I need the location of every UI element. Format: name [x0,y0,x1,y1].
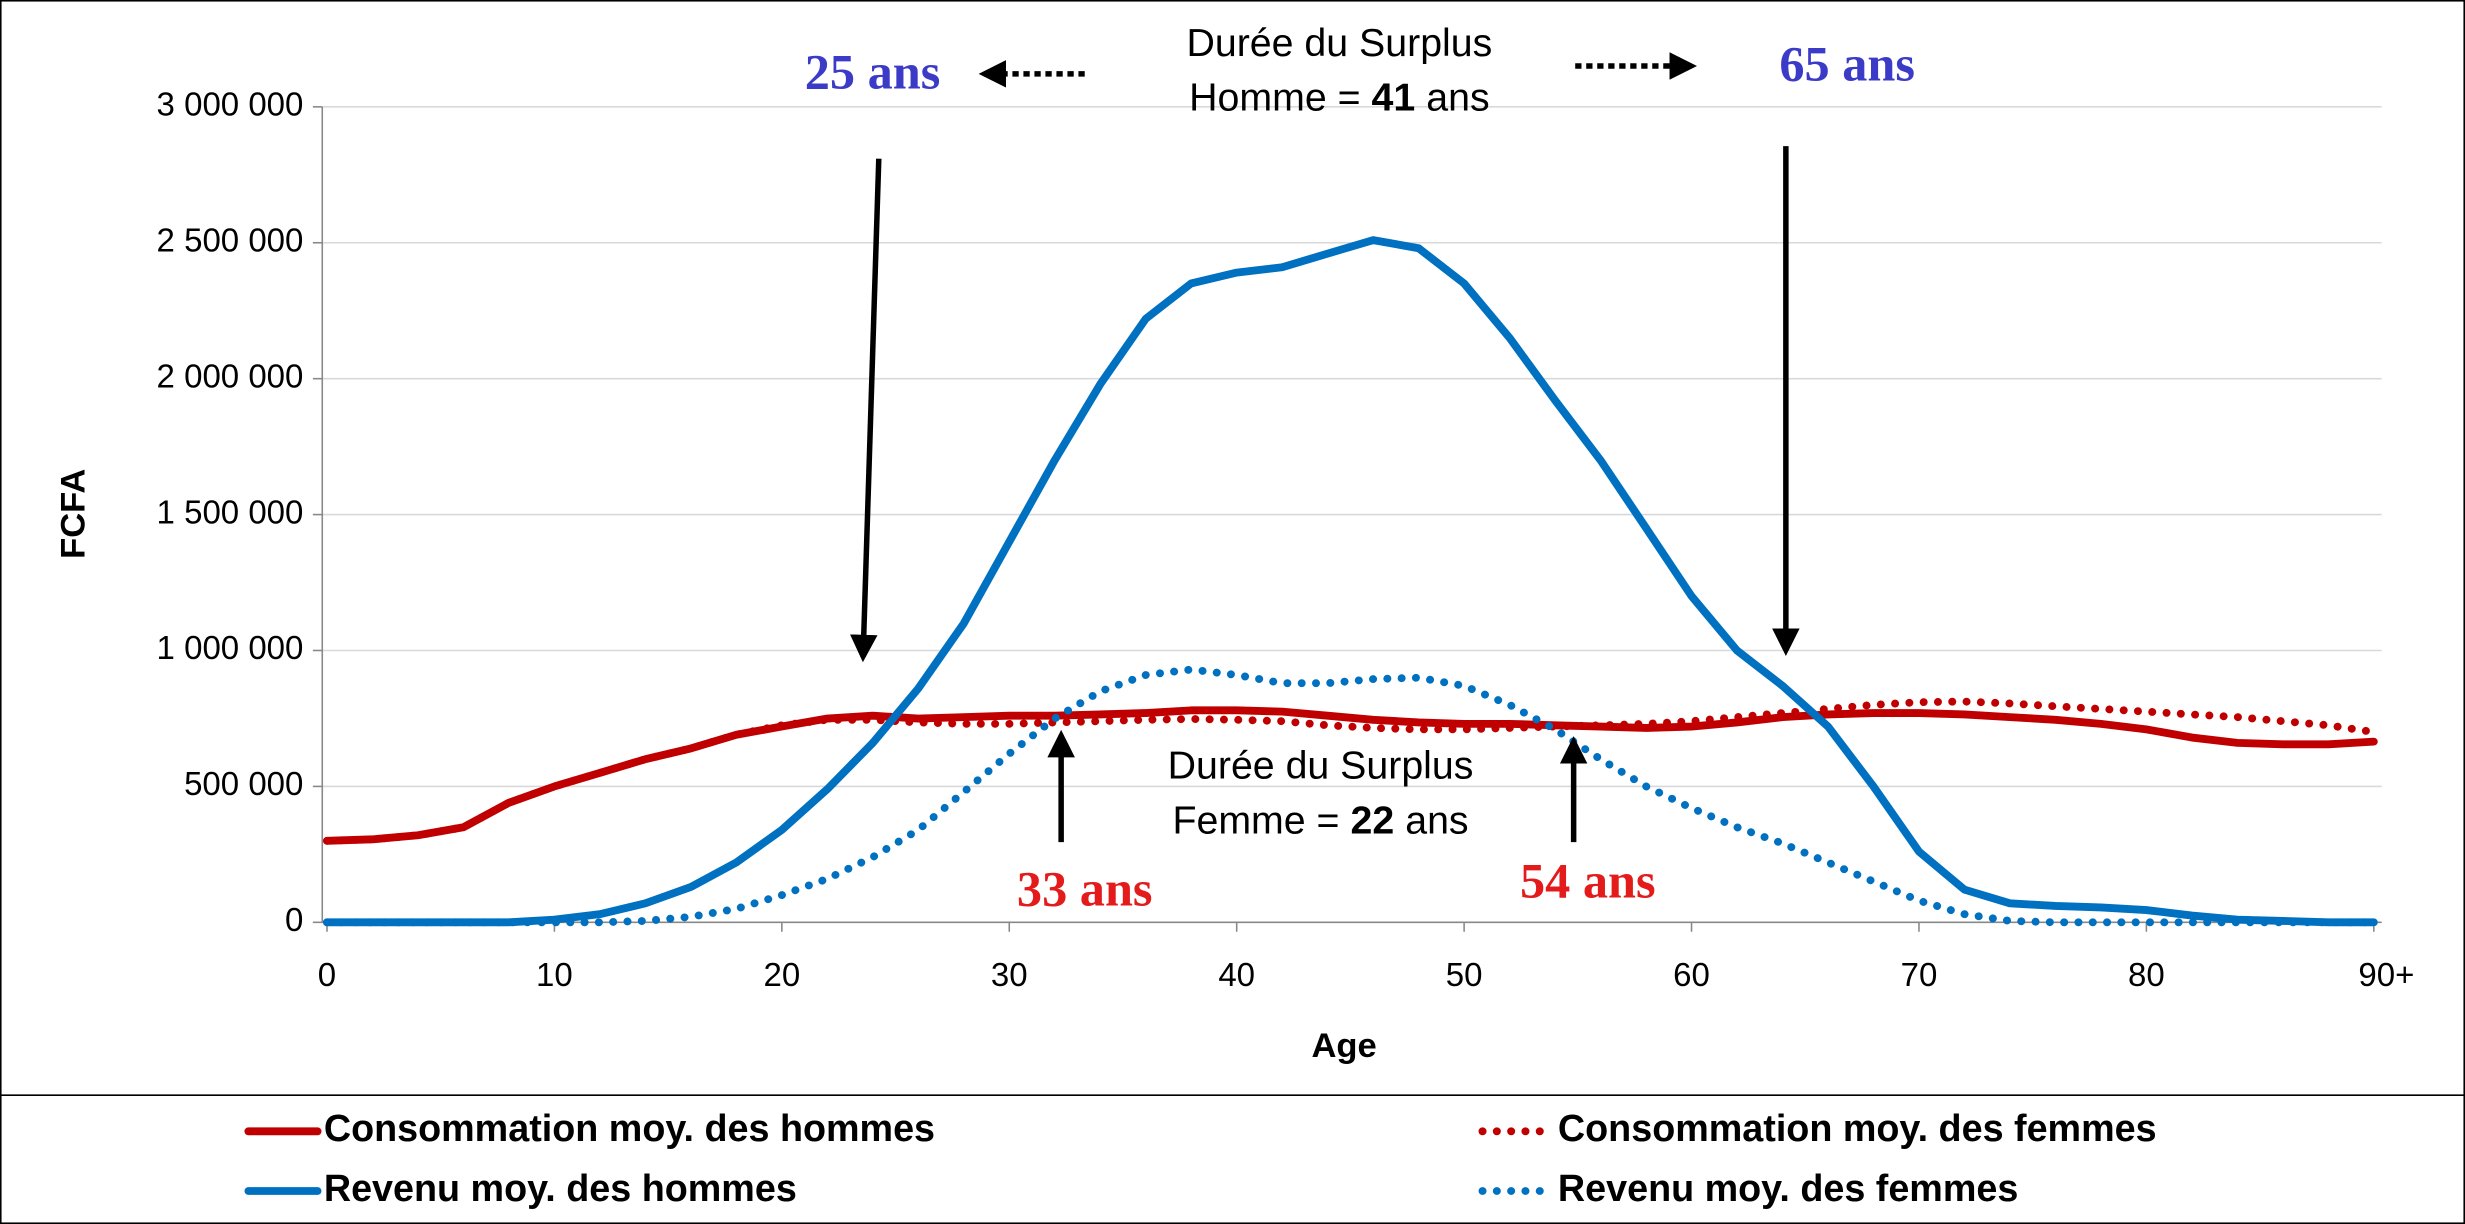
x-axis-title: Age [1311,1027,1376,1065]
y-tick-label: 500 000 [184,765,303,802]
annotation-part: Homme = [1189,76,1360,120]
x-tick-label: 90+ [2358,956,2414,993]
y-axis-title: FCFA [55,469,93,559]
y-tick-label: 2 000 000 [157,357,304,394]
grid: 0 500 000 1 000 000 1 500 000 2 000 000 2 500… [157,86,2415,993]
series-line [323,236,2378,927]
x-tick-label: 70 [1901,956,1938,993]
annotation-value: 22 [1351,799,1395,843]
legend: Consommation moy. des hommes Consommation… [244,1107,2157,1209]
annotation-value: 41 [1372,76,1416,120]
annotation: Durée du Surplus [1187,21,1493,65]
legend-label: Consommation moy. des hommes [324,1107,935,1149]
y-tick-label: 1 000 000 [157,629,304,666]
annotation: Femme = 22 ans [1172,799,1468,843]
series-line [323,697,2378,845]
annotation: 25 ans [805,44,941,100]
x-tick-label: 50 [1446,956,1483,993]
x-tick-label: 30 [991,956,1028,993]
y-tick-label: 2 500 000 [157,221,304,258]
annotation-part: ans [1426,76,1489,120]
annotation: 54 ans [1520,853,1656,909]
arrow [850,158,882,663]
annotation: 33 ans [1017,861,1153,917]
annotation: Homme = 41 ans [1189,76,1489,120]
x-tick-label: 20 [763,956,800,993]
y-tick-label: 0 [285,901,303,938]
annotation: Durée du Surplus [1168,744,1474,788]
x-tick-label: 80 [2128,956,2165,993]
legend-label: Consommation moy. des femmes [1558,1107,2157,1149]
y-tick-label: 1 500 000 [157,493,304,530]
legend-label: Revenu moy. des femmes [1558,1167,2018,1209]
x-tick-label: 0 [318,956,336,993]
y-tick-label: 3 000 000 [157,86,304,123]
x-tick-label: 60 [1673,956,1710,993]
x-tick-label: 40 [1218,956,1255,993]
series-line [323,665,2378,927]
arrows [850,52,1800,843]
annotation-part: Femme = [1172,799,1339,843]
legend-label: Revenu moy. des hommes [324,1167,797,1209]
annotation-part: ans [1405,799,1468,843]
x-tick-label: 10 [536,956,573,993]
plot-area [323,236,2378,927]
annotation: 65 ans [1779,36,1915,92]
